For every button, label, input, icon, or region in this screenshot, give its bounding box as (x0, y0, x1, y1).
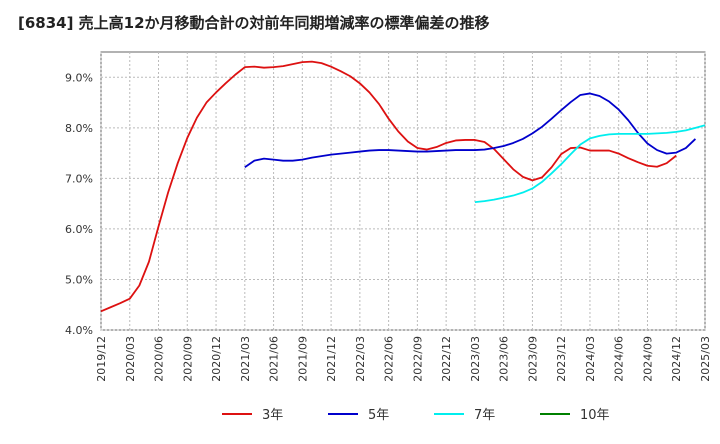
y-tick-label: 6.0% (65, 223, 93, 236)
x-tick-label: 2024/12 (670, 336, 683, 382)
x-tick-label: 2021/12 (325, 336, 338, 382)
y-tick-label: 7.0% (65, 172, 93, 185)
x-tick-label: 2020/06 (153, 336, 166, 382)
series-layer (100, 60, 706, 313)
x-tick-label: 2022/06 (383, 336, 396, 382)
x-tick-label: 2019/12 (95, 336, 108, 382)
x-tick-label: 2024/09 (641, 336, 654, 382)
x-tick-label: 2021/06 (268, 336, 281, 382)
x-tick-label: 2022/12 (440, 336, 453, 382)
x-tick-label: 2020/03 (124, 336, 137, 382)
legend-label: 10年 (580, 408, 610, 423)
plot-area (100, 51, 706, 331)
x-tick-label: 2023/06 (498, 336, 511, 382)
x-tick-label: 2021/09 (296, 336, 309, 382)
y-tick-label: 5.0% (65, 273, 93, 286)
x-tick-label: 2022/09 (411, 336, 424, 382)
x-tick-label: 2020/09 (181, 336, 194, 382)
legend: 3年 5年 7年 10年 (222, 408, 610, 423)
x-tick-label: 2024/03 (584, 336, 597, 382)
legend-label: 3年 (262, 408, 283, 423)
series-line-5年 (244, 92, 697, 168)
series-line-3年 (100, 60, 677, 313)
y-axis: 4.0% 5.0% 6.0% 7.0% 8.0% 9.0% (65, 71, 93, 337)
x-tick-label: 2020/12 (210, 336, 223, 382)
x-tick-label: 2024/06 (613, 336, 626, 382)
x-axis: 2019/12 2020/03 2020/06 2020/09 2020/12 2021/… (95, 336, 712, 382)
legend-label: 7年 (474, 408, 495, 423)
y-tick-label: 8.0% (65, 122, 93, 135)
y-tick-label: 9.0% (65, 71, 93, 84)
legend-label: 5年 (368, 408, 389, 423)
x-tick-label: 2021/03 (239, 336, 252, 382)
y-tick-label: 4.0% (65, 324, 93, 337)
series-line-7年 (474, 124, 706, 204)
x-tick-label: 2023/03 (469, 336, 482, 382)
x-tick-label: 2025/03 (699, 336, 712, 382)
x-tick-label: 2023/09 (526, 336, 539, 382)
x-tick-label: 2022/03 (354, 336, 367, 382)
x-tick-label: 2023/12 (555, 336, 568, 382)
chart-title: [6834] 売上高12か月移動合計の対前年同期増減率の標準偏差の推移 (18, 14, 490, 32)
grid-layer (100, 52, 706, 331)
